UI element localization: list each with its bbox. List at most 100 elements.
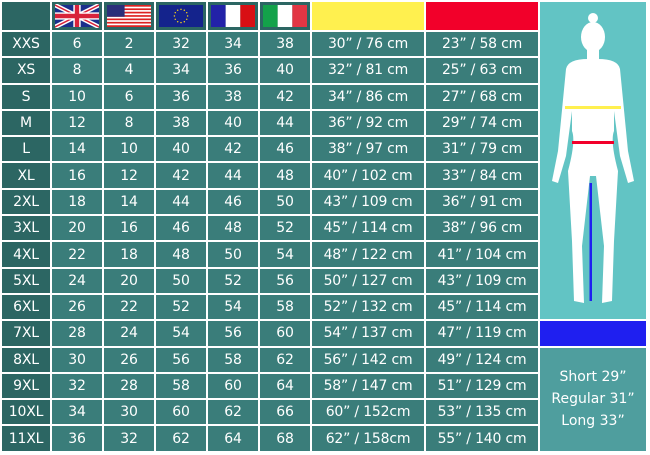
size-label: XS xyxy=(2,58,50,83)
eu-size: 46 xyxy=(156,216,206,241)
us-size: 18 xyxy=(104,242,154,267)
uk-flag-icon xyxy=(52,2,102,30)
fr-size: 62 xyxy=(208,400,258,425)
waist-measure: 53” / 135 cm xyxy=(426,400,538,425)
eu-size: 60 xyxy=(156,400,206,425)
uk-size: 36 xyxy=(52,426,102,451)
chest-measure: 45” / 114 cm xyxy=(312,216,424,241)
size-label: 2XL xyxy=(2,189,50,215)
waist-measure: 55” / 140 cm xyxy=(426,426,538,451)
uk-size: 30 xyxy=(52,347,102,372)
fr-size: 40 xyxy=(208,110,258,136)
fr-size: 52 xyxy=(208,268,258,293)
size-label: 4XL xyxy=(2,242,50,267)
size-label: 3XL xyxy=(2,216,50,241)
us-size: 10 xyxy=(104,137,154,162)
waist-measure: 41” / 104 cm xyxy=(426,242,538,267)
uk-size: 10 xyxy=(52,84,102,109)
us-size: 12 xyxy=(104,163,154,188)
waist-measure: 51” / 129 cm xyxy=(426,373,538,399)
uk-size: 12 xyxy=(52,110,102,136)
header-size-corner xyxy=(2,2,50,30)
uk-size: 18 xyxy=(52,189,102,215)
inseam-long: Long 33” xyxy=(561,413,625,430)
it-size: 64 xyxy=(260,373,310,399)
us-size: 22 xyxy=(104,294,154,320)
uk-size: 14 xyxy=(52,137,102,162)
chest-measure: 62” / 158cm xyxy=(312,426,424,451)
eu-size: 42 xyxy=(156,163,206,188)
uk-size: 20 xyxy=(52,216,102,241)
fr-size: 36 xyxy=(208,58,258,83)
waist-measure: 31” / 79 cm xyxy=(426,137,538,162)
uk-size: 34 xyxy=(52,400,102,425)
it-size: 58 xyxy=(260,294,310,320)
it-size: 38 xyxy=(260,32,310,57)
waist-measure: 27” / 68 cm xyxy=(426,84,538,109)
us-size: 6 xyxy=(104,84,154,109)
waist-measure: 36” / 91 cm xyxy=(426,189,538,215)
inseam-line xyxy=(589,182,592,301)
us-flag-icon xyxy=(104,2,154,30)
it-size: 66 xyxy=(260,400,310,425)
fr-size: 60 xyxy=(208,373,258,399)
eu-size: 34 xyxy=(156,58,206,83)
waist-measure: 33” / 84 cm xyxy=(426,163,538,188)
eu-size: 44 xyxy=(156,189,206,215)
us-size: 8 xyxy=(104,110,154,136)
us-size: 28 xyxy=(104,373,154,399)
uk-size: 28 xyxy=(52,321,102,346)
eu-size: 36 xyxy=(156,84,206,109)
chest-measure: 34” / 86 cm xyxy=(312,84,424,109)
fr-size: 34 xyxy=(208,32,258,57)
inseam-regular: Regular 31” xyxy=(551,391,635,408)
eu-size: 52 xyxy=(156,294,206,320)
fr-size: 48 xyxy=(208,216,258,241)
eu-flag-icon xyxy=(156,2,206,30)
us-size: 20 xyxy=(104,268,154,293)
uk-size: 6 xyxy=(52,32,102,57)
eu-size: 54 xyxy=(156,321,206,346)
us-size: 4 xyxy=(104,58,154,83)
fr-flag-icon xyxy=(208,2,258,30)
chest-measure: 40” / 102 cm xyxy=(312,163,424,188)
fr-size: 58 xyxy=(208,347,258,372)
inseam-lengths: Short 29” Regular 31” Long 33” xyxy=(540,347,646,451)
eu-size: 38 xyxy=(156,110,206,136)
waist-measure: 29” / 74 cm xyxy=(426,110,538,136)
it-size: 46 xyxy=(260,137,310,162)
it-flag-icon xyxy=(260,2,310,30)
size-label: 5XL xyxy=(2,268,50,293)
size-label: 6XL xyxy=(2,294,50,320)
fr-size: 44 xyxy=(208,163,258,188)
eu-size: 58 xyxy=(156,373,206,399)
fr-size: 42 xyxy=(208,137,258,162)
chest-measure: 56” / 142 cm xyxy=(312,347,424,372)
size-label: 8XL xyxy=(2,347,50,372)
fr-size: 64 xyxy=(208,426,258,451)
chest-measure: 32” / 81 cm xyxy=(312,58,424,83)
uk-size: 24 xyxy=(52,268,102,293)
it-size: 48 xyxy=(260,163,310,188)
us-size: 30 xyxy=(104,400,154,425)
chest-measure: 58” / 147 cm xyxy=(312,373,424,399)
size-label: M xyxy=(2,110,50,136)
inseam-color-header xyxy=(540,321,646,346)
eu-size: 48 xyxy=(156,242,206,267)
chest-measure: 30” / 76 cm xyxy=(312,32,424,57)
chest-measure: 54” / 137 cm xyxy=(312,321,424,346)
size-label: 7XL xyxy=(2,321,50,346)
size-label: 9XL xyxy=(2,373,50,399)
chest-measure: 50” / 127 cm xyxy=(312,268,424,293)
us-size: 14 xyxy=(104,189,154,215)
size-label: XXS xyxy=(2,32,50,57)
waist-measure: 38” / 96 cm xyxy=(426,216,538,241)
it-size: 44 xyxy=(260,110,310,136)
fr-size: 38 xyxy=(208,84,258,109)
uk-size: 32 xyxy=(52,373,102,399)
waist-measure: 23” / 58 cm xyxy=(426,32,538,57)
waist-measure: 25” / 63 cm xyxy=(426,58,538,83)
it-size: 42 xyxy=(260,84,310,109)
it-size: 54 xyxy=(260,242,310,267)
it-size: 62 xyxy=(260,347,310,372)
